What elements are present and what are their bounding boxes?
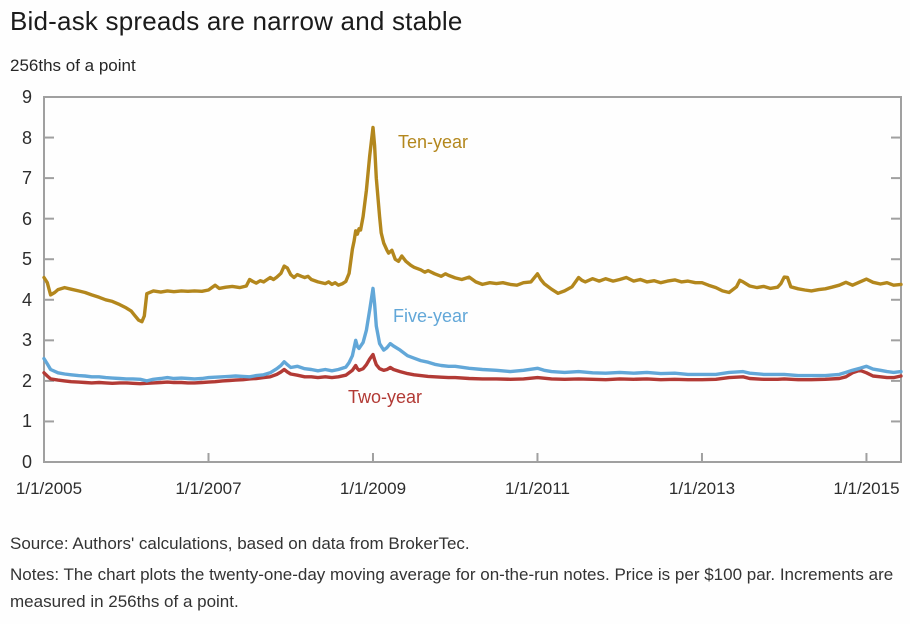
- x-tick-label: 1/1/2009: [339, 479, 407, 498]
- series-line-ten-year: [42, 125, 903, 324]
- chart-plot-area: [42, 96, 903, 463]
- series-label-five-year: Five-year: [393, 306, 469, 326]
- series-label-ten-year: Ten-year: [398, 132, 469, 152]
- y-tick-label: 9: [21, 87, 32, 107]
- chart-notes: Notes: The chart plots the twenty-one-da…: [10, 565, 894, 611]
- x-tick-label: 1/1/2005: [15, 479, 83, 498]
- y-tick-label: 2: [21, 370, 32, 391]
- x-tick-label: 1/1/2007: [175, 479, 242, 498]
- x-tick-label: 1/1/2013: [668, 479, 736, 498]
- series-label-two-year: Two-year: [348, 387, 423, 407]
- y-tick-label: 7: [21, 168, 32, 189]
- page-title: Bid-ask spreads are narrow and stable: [10, 6, 463, 36]
- x-tick-label: 1/1/2011: [505, 479, 570, 498]
- y-axis-unit-label: 256ths of a point: [10, 56, 136, 75]
- series-line-five-year: [42, 286, 903, 383]
- y-tick-label: 1: [21, 411, 32, 432]
- y-tick-label: 8: [21, 127, 32, 148]
- y-tick-label: 6: [21, 208, 32, 229]
- series-line-two-year: [42, 352, 903, 386]
- y-tick-label: 4: [21, 289, 32, 310]
- source-note: Source: Authors' calculations, based on …: [10, 534, 470, 553]
- x-tick-label: 1/1/2015: [833, 479, 900, 498]
- y-tick-label: 5: [21, 249, 32, 270]
- y-tick-label: 0: [21, 452, 32, 472]
- y-tick-label: 3: [21, 330, 32, 351]
